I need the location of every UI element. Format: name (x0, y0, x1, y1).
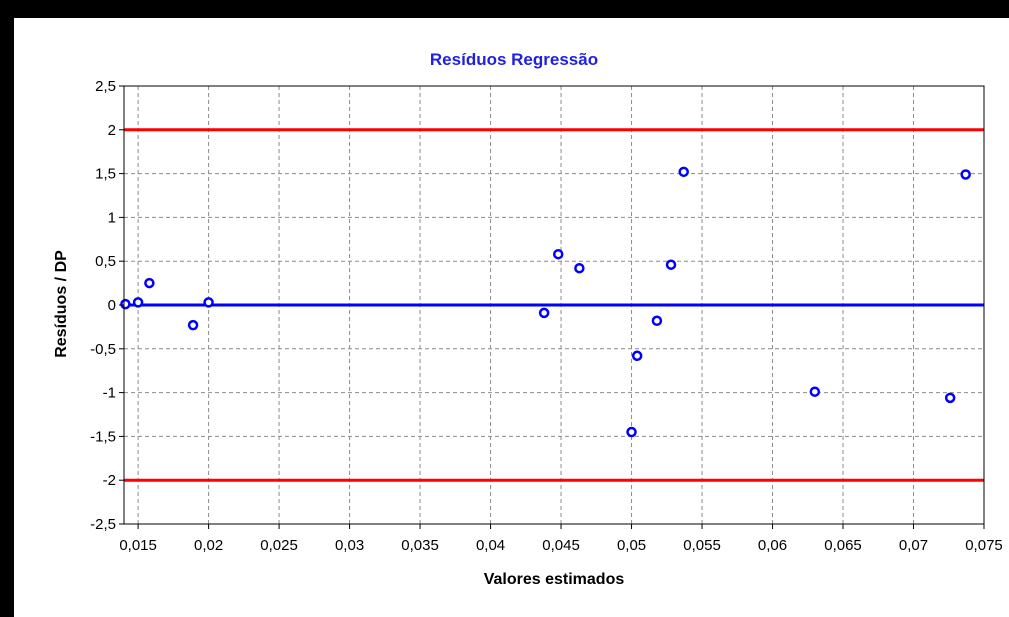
data-point (187, 319, 199, 331)
x-tick-label: 0,075 (965, 537, 1003, 554)
data-point (809, 386, 821, 397)
data-point (574, 262, 585, 274)
y-tick-label: 1 (108, 209, 116, 226)
data-point (120, 298, 131, 310)
x-tick-label: 0,035 (401, 537, 439, 554)
x-tick-label: 0,03 (335, 537, 364, 554)
x-tick-label: 0,02 (194, 537, 223, 554)
y-tick-label: 0 (108, 297, 116, 314)
y-tick-label: -2,5 (90, 516, 116, 533)
y-axis-ticks: 2,5 2 1,5 1 0,5 0 -0,5 -1 -1,5 -2 -2,5 (90, 78, 124, 533)
data-point (944, 392, 956, 404)
data-point (203, 297, 214, 308)
chart-title: Resíduos Regressão (430, 50, 598, 69)
data-point (651, 315, 663, 327)
x-axis-ticks: 0,015 0,02 0,025 0,03 0,035 0,04 0,045 0,05 0,05… (119, 524, 1003, 554)
x-tick-label: 0,015 (119, 537, 157, 554)
data-point (626, 426, 637, 438)
data-point (960, 169, 971, 180)
y-tick-label: 2,5 (95, 78, 116, 95)
x-tick-label: 0,06 (758, 537, 787, 554)
data-point (132, 297, 144, 308)
data-point (144, 277, 155, 289)
reference-lines (124, 128, 984, 482)
x-tick-label: 0,04 (476, 537, 505, 554)
x-tick-label: 0,055 (683, 537, 721, 554)
y-tick-label: -1,5 (90, 428, 116, 445)
x-tick-label: 0,045 (542, 537, 580, 554)
y-tick-label: 1,5 (95, 166, 116, 183)
x-tick-label: 0,07 (899, 537, 928, 554)
x-tick-label: 0,05 (617, 537, 646, 554)
x-tick-label: 0,025 (260, 537, 298, 554)
x-tick-label: 0,065 (824, 537, 862, 554)
data-point (552, 248, 564, 260)
x-axis-label: Valores estimados (484, 571, 625, 588)
data-point (665, 259, 677, 270)
y-tick-label: -2 (103, 472, 116, 489)
y-axis-label: Resíduos / DP (53, 250, 70, 358)
y-tick-label: 2 (108, 122, 116, 139)
data-point (538, 307, 550, 319)
y-tick-label: -1 (103, 385, 116, 402)
chart-panel: Resíduos Regressão 2,5 2 1,5 1 0,5 0 -0,5 -1 -1,… (14, 18, 1009, 617)
y-tick-label: 0,5 (95, 253, 116, 270)
y-tick-label: -0,5 (90, 341, 116, 358)
scatter-chart: Resíduos Regressão 2,5 2 1,5 1 0,5 0 -0,5 -1 -1,… (53, 50, 1003, 588)
data-point (678, 166, 689, 178)
data-point (631, 350, 643, 362)
data-points (120, 166, 971, 438)
